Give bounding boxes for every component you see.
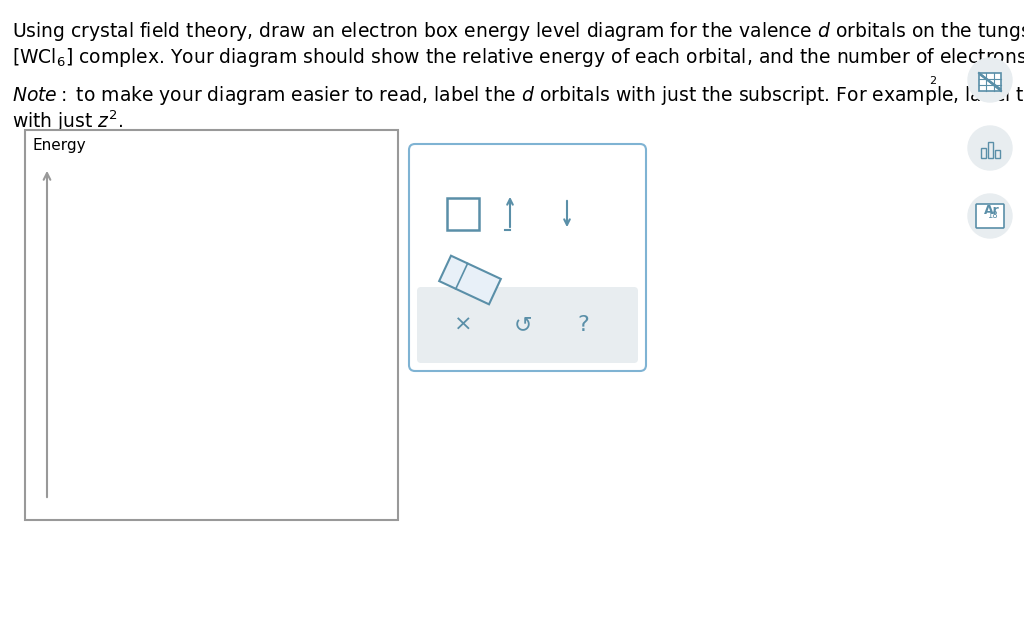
Bar (447, 198, 479, 230)
Text: with just $z^2$.: with just $z^2$. (12, 108, 124, 133)
Text: 2: 2 (929, 76, 936, 86)
Text: $\mathit{Note:}$ to make your diagram easier to read, label the $\mathit{d}$ orb: $\mathit{Note:}$ to make your diagram ea… (12, 84, 1024, 107)
Bar (979, 73, 1001, 91)
Polygon shape (439, 256, 501, 304)
FancyBboxPatch shape (417, 287, 638, 363)
FancyBboxPatch shape (409, 144, 646, 371)
Text: Ar: Ar (984, 205, 999, 218)
Text: Energy: Energy (33, 138, 87, 153)
Text: ↺: ↺ (514, 315, 532, 335)
Text: ?: ? (578, 315, 589, 335)
Circle shape (968, 126, 1012, 170)
Text: ×: × (454, 315, 472, 335)
Text: 18: 18 (987, 212, 997, 221)
Text: Using crystal field theory, draw an electron box energy level diagram for the va: Using crystal field theory, draw an elec… (12, 20, 1024, 43)
Text: $\left[\mathrm{WCl_6}\right]$ complex. Your diagram should show the relative ene: $\left[\mathrm{WCl_6}\right]$ complex. Y… (12, 46, 1024, 69)
Bar (995, 150, 1000, 158)
Bar (988, 142, 993, 158)
FancyBboxPatch shape (976, 204, 1004, 228)
Bar (25, 130, 398, 520)
Bar (981, 148, 986, 158)
Circle shape (968, 58, 1012, 102)
Circle shape (968, 194, 1012, 238)
Bar (421, 291, 634, 359)
